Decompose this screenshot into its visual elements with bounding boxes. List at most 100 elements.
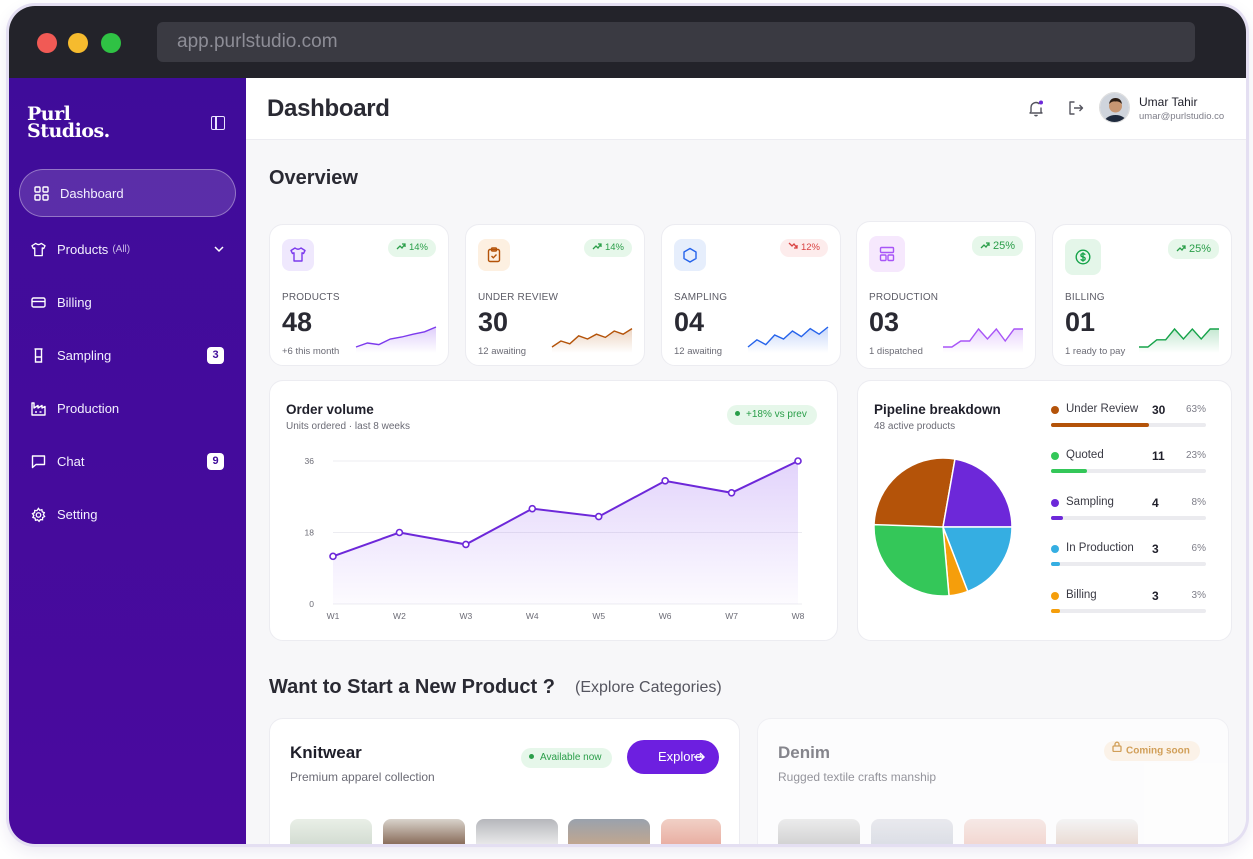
product-thumbnail[interactable] xyxy=(383,819,465,844)
legend-item-billing[interactable]: Billing 3 3% xyxy=(1051,589,1206,625)
chevron-down-icon[interactable] xyxy=(214,241,224,256)
growth-badge-label: +18% vs prev xyxy=(746,409,807,420)
sparkline-area xyxy=(943,329,1023,353)
sidebar-item-suffix: (All) xyxy=(112,244,131,255)
sparkline xyxy=(747,326,829,353)
product-thumbnail[interactable] xyxy=(476,819,558,844)
legend-label: Billing xyxy=(1066,589,1097,601)
product-thumbnail xyxy=(871,819,953,844)
sidebar-nav: Dashboard Products (All) Billing xyxy=(9,169,246,541)
avatar[interactable] xyxy=(1099,92,1130,123)
logout-icon[interactable] xyxy=(1068,100,1084,121)
stat-card-billing[interactable]: 25% BILLING 01 1 ready to pay xyxy=(1052,224,1232,366)
sparkline-area xyxy=(748,327,828,353)
stat-icon-box xyxy=(869,236,905,272)
growth-badge: +18% vs prev xyxy=(727,405,817,425)
stat-card-products[interactable]: 14% PRODUCTS 48 +6 this month xyxy=(269,224,449,366)
progress-fill xyxy=(1051,562,1061,566)
trend-value: 25% xyxy=(992,240,1015,252)
card-title: Pipeline breakdown xyxy=(874,402,1001,417)
trend-value: 14% xyxy=(408,242,428,253)
sparkline-line xyxy=(1139,327,1219,348)
minimize-window-button[interactable] xyxy=(68,33,88,53)
legend-item-in-production[interactable]: In Production 3 6% xyxy=(1051,542,1206,578)
product-thumbnail xyxy=(778,819,860,844)
progress-fill xyxy=(1051,516,1064,520)
collapse-sidebar-icon[interactable] xyxy=(211,116,225,130)
data-point[interactable] xyxy=(794,457,802,465)
trend-badge: 25% xyxy=(971,236,1023,256)
logo-line-1: Purl xyxy=(27,103,71,125)
lock-icon xyxy=(1112,740,1122,760)
stat-subtext: 12 awaiting xyxy=(478,346,527,357)
sidebar-item-production[interactable]: Production xyxy=(9,382,246,435)
order-volume-card: Order volume Units ordered · last 8 week… xyxy=(269,380,838,641)
maximize-window-button[interactable] xyxy=(101,33,121,53)
close-window-button[interactable] xyxy=(37,33,57,53)
legend-item-quoted[interactable]: Quoted 11 23% xyxy=(1051,449,1206,485)
category-subtitle: Rugged textile crafts manship xyxy=(778,770,937,784)
data-point[interactable] xyxy=(661,477,669,485)
trend-badge: 14% xyxy=(387,239,436,257)
explore-button[interactable]: Explore xyxy=(627,740,719,774)
data-point[interactable] xyxy=(462,540,470,549)
stat-icon-box xyxy=(478,239,510,271)
sidebar-item-label: Production xyxy=(57,401,120,416)
explore-categories-link[interactable]: (Explore Categories) xyxy=(575,679,722,696)
category-card-denim[interactable]: Denim Rugged textile crafts manship Comi… xyxy=(757,718,1229,844)
legend-percent: 6% xyxy=(1191,543,1206,554)
stat-subtext: +6 this month xyxy=(282,346,340,357)
sidebar-item-setting[interactable]: Setting xyxy=(9,488,246,541)
legend-label: Quoted xyxy=(1066,449,1104,461)
logo-line-2: Studios. xyxy=(27,120,110,142)
sidebar-item-chat[interactable]: Chat 9 xyxy=(9,435,246,488)
sidebar-item-label: Billing xyxy=(57,295,92,310)
sidebar-item-sampling[interactable]: Sampling 3 xyxy=(9,329,246,382)
legend-count: 3 xyxy=(1152,589,1159,603)
data-point[interactable] xyxy=(727,488,736,497)
trend-value: 25% xyxy=(1188,243,1211,255)
trend-up-icon xyxy=(592,242,605,253)
data-point[interactable] xyxy=(594,512,603,521)
notification-bell-icon[interactable] xyxy=(1028,100,1044,122)
product-thumbnail[interactable] xyxy=(568,819,650,844)
category-card-knitwear[interactable]: Knitwear Premium apparel collection Avai… xyxy=(269,718,740,844)
y-tick-label: 18 xyxy=(305,528,315,538)
legend-label: In Production xyxy=(1066,542,1134,554)
product-thumbnail[interactable] xyxy=(661,819,721,844)
product-thumbnail[interactable] xyxy=(290,819,372,844)
x-tick-label: W1 xyxy=(327,611,340,621)
stat-label: UNDER REVIEW xyxy=(478,292,559,303)
pie-slice-quoted[interactable] xyxy=(873,523,950,597)
legend-item-under-review[interactable]: Under Review 30 63% xyxy=(1051,403,1206,439)
sidebar-item-billing[interactable]: Billing xyxy=(9,276,246,329)
tshirt-icon xyxy=(31,242,46,257)
progress-track xyxy=(1051,516,1206,520)
legend-count: 11 xyxy=(1152,449,1165,463)
progress-track xyxy=(1051,609,1206,613)
pie-slice-in-production[interactable] xyxy=(941,526,1013,593)
logo[interactable]: Purl Studios. xyxy=(27,103,110,142)
address-bar[interactable]: app.purlstudio.com xyxy=(157,22,1195,62)
sparkline xyxy=(551,328,633,353)
legend-percent: 8% xyxy=(1191,497,1206,508)
pie-slice-sampling[interactable] xyxy=(942,458,1013,528)
data-point[interactable] xyxy=(528,504,537,513)
trend-up-icon xyxy=(980,240,993,252)
stat-icon-box xyxy=(674,239,706,271)
grid-icon xyxy=(34,185,49,201)
data-point[interactable] xyxy=(329,552,337,561)
sidebar-item-products[interactable]: Products (All) xyxy=(9,223,246,276)
legend-percent: 3% xyxy=(1191,590,1206,601)
sidebar-item-dashboard[interactable]: Dashboard xyxy=(19,169,236,217)
legend-item-sampling[interactable]: Sampling 4 8% xyxy=(1051,496,1206,532)
data-point[interactable] xyxy=(395,528,404,537)
category-subtitle: Premium apparel collection xyxy=(290,770,435,784)
stat-card-under-review[interactable]: 14% UNDER REVIEW 30 12 awaiting xyxy=(465,224,645,366)
trend-value: 12% xyxy=(800,242,820,253)
card-icon xyxy=(31,295,46,310)
explore-label: Explore xyxy=(657,749,703,764)
stat-card-sampling[interactable]: 12% SAMPLING 04 12 awaiting xyxy=(661,224,841,366)
sparkline-area xyxy=(552,328,632,353)
stat-card-production[interactable]: 25% PRODUCTION 03 1 dispatched xyxy=(856,221,1036,369)
